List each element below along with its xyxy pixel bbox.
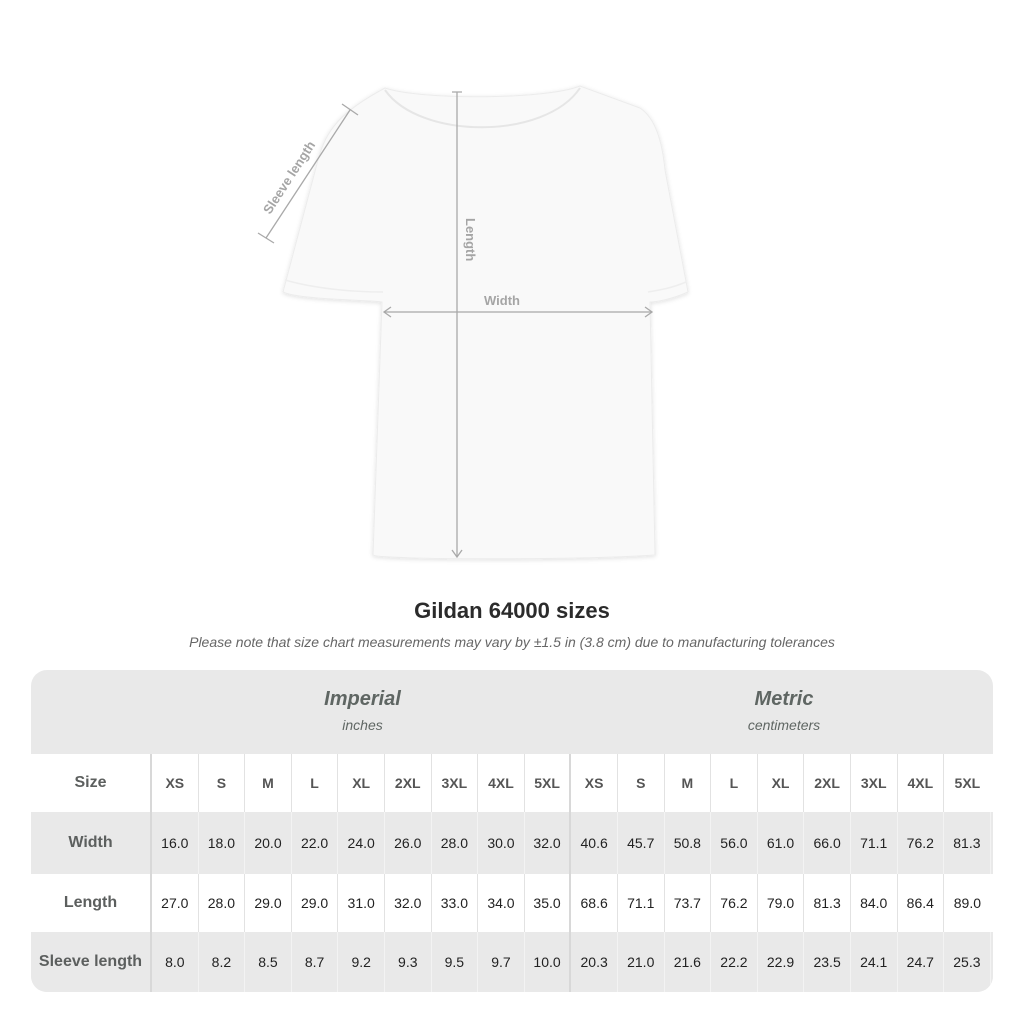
table-cell: 86.4 [898,874,945,932]
table-cell: 33.0 [432,874,479,932]
metric-header: Metric centimeters [575,670,993,754]
size-header-cell: 4XL [478,754,525,812]
page-title: Gildan 64000 sizes [414,598,610,623]
table-cell: 68.6 [571,874,618,932]
table-cell: 20.3 [571,932,618,992]
width-label: Width [484,293,520,308]
table-cell: 21.6 [665,932,712,992]
length-measure-line [451,91,463,559]
table-cell: 32.0 [385,874,432,932]
size-header-cell: L [292,754,339,812]
table-cell: 24.1 [851,932,898,992]
length-label: Length [463,218,478,261]
table-cell: 9.3 [385,932,432,992]
width-measure-line [382,306,654,318]
table-cell: 79.0 [758,874,805,932]
table-cell: 26.0 [385,812,432,874]
imperial-label: Imperial [324,688,401,710]
table-cell: 21.0 [618,932,665,992]
table-cell: 28.0 [432,812,479,874]
table-row: Sleeve length 8.0 8.2 8.5 8.7 9.2 9.3 9.5 9.7 10.… [31,932,993,992]
metric-unit: centimeters [747,717,821,733]
table-cell: 81.3 [804,874,851,932]
size-header-cell: 4XL [898,754,945,812]
table-row: Length 27.0 28.0 29.0 29.0 31.0 32.0 33.0 34.0 35… [31,874,993,932]
row-label: Size [31,754,152,812]
table-cell: 8.5 [245,932,292,992]
table-cell: 29.0 [245,874,292,932]
size-header-cell: XL [338,754,385,812]
size-header-cell: 2XL [804,754,851,812]
table-cell: 22.2 [711,932,758,992]
table-cell: 22.0 [292,812,339,874]
table-cell: 81.3 [944,812,991,874]
table-cell: 29.0 [292,874,339,932]
table-row: Width 16.0 18.0 20.0 22.0 24.0 26.0 28.0 30.0 32.… [31,812,993,874]
size-header-cell: 2XL [385,754,432,812]
table-cell: 27.0 [152,874,199,932]
tshirt-shape [282,85,689,560]
table-cell: 66.0 [804,812,851,874]
imperial-unit: inches [342,717,383,733]
size-header-cell: M [245,754,292,812]
table-cell: 89.0 [953,895,982,911]
table-cell: 45.7 [618,812,665,874]
table-cell: 30.0 [478,812,525,874]
table-cell: 73.7 [665,874,712,932]
table-cell: 84.0 [851,874,898,932]
table-cell: 8.2 [199,932,246,992]
table-cell: 71.1 [618,874,665,932]
table-cell: 22.9 [758,932,805,992]
size-header-cell: S [199,754,246,812]
table-cell: 32.0 [525,812,572,874]
size-header-cell: M [665,754,712,812]
table-cell: 34.0 [478,874,525,932]
table-cell: 8.7 [292,932,339,992]
tolerance-note: Please note that size chart measurements… [189,634,835,650]
table-cell: 76.2 [711,874,758,932]
metric-label: Metric [754,688,814,710]
table-cell: 24.0 [338,812,385,874]
tshirt-diagram: Sleeve length Length Width [257,85,689,560]
sleeve-measure-line [257,103,359,244]
size-header-cell: XS [571,754,618,812]
imperial-header: Imperial inches [152,670,573,754]
table-cell: 23.5 [804,932,851,992]
row-label: Length [31,874,152,932]
collar [384,87,581,129]
table-cell: 8.0 [152,932,199,992]
size-header-cell: L [711,754,758,812]
table-cell: 56.0 [711,812,758,874]
table-cell: 28.0 [199,874,246,932]
table-cell: 9.7 [478,932,525,992]
row-label: Width [31,812,152,874]
size-table: Imperial inches Metric centimeters Size … [31,670,993,992]
table-cell: 40.6 [571,812,618,874]
table-cell: 31.0 [338,874,385,932]
table-cell: 50.8 [665,812,712,874]
size-header-cell: XL [758,754,805,812]
table-cell: 61.0 [758,812,805,874]
size-header-cell: 5XL [954,775,981,791]
table-cell: 9.2 [338,932,385,992]
table-cell: 16.0 [152,812,199,874]
table-cell: 35.0 [525,874,572,932]
size-row: Size XS S M L XL 2XL 3XL 4XL 5XL XS S M L XL 2XL 3XL 4XL… [31,754,993,812]
size-header-cell: 5XL [525,754,572,812]
table-cell: 76.2 [898,812,945,874]
size-header-cell: 3XL [432,754,479,812]
size-header-cell: 3XL [851,754,898,812]
table-cell: 9.5 [432,932,479,992]
table-cell: 25.3 [944,932,991,992]
table-cell: 18.0 [199,812,246,874]
table-cell: 10.0 [525,932,572,992]
size-header-cell: S [618,754,665,812]
table-cell: 20.0 [245,812,292,874]
table-cell: 24.7 [898,932,945,992]
size-header-cell: XS [152,754,199,812]
row-label: Sleeve length [31,932,152,992]
table-cell: 71.1 [851,812,898,874]
